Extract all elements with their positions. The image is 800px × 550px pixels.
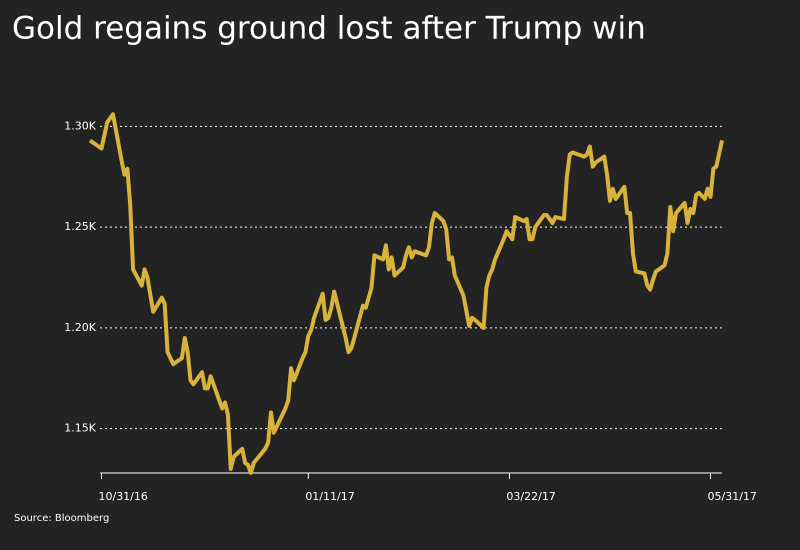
- x-tick-label: 01/11/17: [305, 490, 354, 503]
- x-tick-label: 10/31/16: [98, 490, 147, 503]
- chart-title: Gold regains ground lost after Trump win: [12, 11, 646, 47]
- y-tick-label: 1.30K: [64, 119, 96, 132]
- y-tick-label: 1.25K: [64, 220, 96, 233]
- y-tick-label: 1.15K: [64, 422, 96, 435]
- price-line: [88, 112, 724, 475]
- source-note: Source: Bloomberg: [14, 513, 109, 524]
- x-tick-label: 03/22/17: [506, 490, 555, 503]
- y-tick-label: 1.20K: [64, 321, 96, 334]
- x-tick-label: 05/31/17: [708, 490, 757, 503]
